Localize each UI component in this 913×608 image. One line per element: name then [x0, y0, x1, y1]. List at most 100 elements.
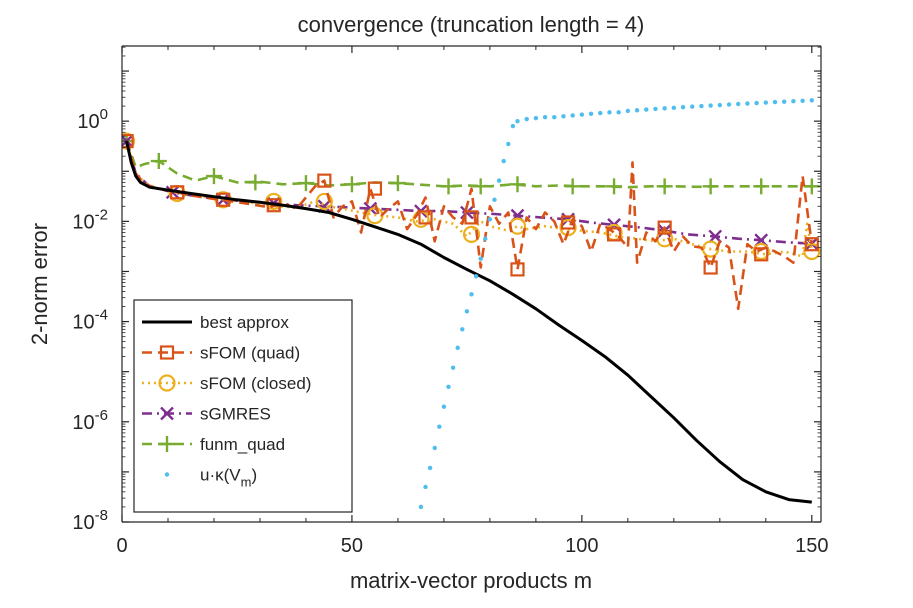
point-sfom_quad-8	[510, 262, 525, 277]
point-sgmres-1	[165, 185, 180, 200]
point-kappa-9	[460, 327, 465, 332]
point-funm_quad-5	[343, 176, 360, 193]
point-kappa-40	[690, 104, 695, 109]
point-kappa-29	[588, 111, 594, 117]
point-sfom_closed-0	[122, 132, 136, 150]
y-tick-label-2: 10-4	[72, 307, 108, 334]
series-line-sgmres	[125, 140, 812, 245]
point-funm_quad-10	[564, 178, 581, 195]
point-kappa-22	[524, 116, 529, 122]
legend-marker-sgmres	[160, 406, 174, 421]
x-tick-label-2: 100	[565, 535, 598, 557]
point-kappa-21	[515, 118, 520, 124]
legend-entry-sfom_quad: sFOM (quad)	[142, 344, 300, 363]
y-tick-label-3: 10-2	[72, 206, 108, 233]
point-kappa-42	[708, 103, 713, 108]
point-kappa-4	[437, 424, 442, 429]
point-kappa-1	[423, 484, 428, 490]
legend-label-kappa: u·κ(Vm)	[200, 466, 257, 490]
point-sfom_quad-14	[804, 237, 819, 252]
point-kappa-28	[579, 112, 585, 117]
legend-entry-kappa: u·κ(Vm)	[164, 466, 257, 490]
point-kappa-48	[763, 100, 769, 105]
point-kappa-52	[800, 98, 805, 103]
series-sfom_closed	[122, 132, 821, 261]
x-tick-label-3: 150	[795, 535, 828, 557]
point-sfom_quad-9	[560, 215, 576, 230]
point-kappa-16	[492, 197, 497, 202]
point-kappa-0	[418, 504, 424, 510]
point-funm_quad-13	[702, 178, 719, 195]
point-kappa-32	[616, 110, 621, 115]
point-kappa-7	[450, 365, 456, 370]
point-kappa-43	[717, 102, 723, 108]
point-kappa-26	[561, 114, 566, 119]
point-kappa-33	[625, 108, 631, 114]
point-sfom_quad-13	[754, 247, 769, 262]
legend-entry-funm_quad: funm_quad	[142, 435, 285, 454]
point-kappa-19	[506, 141, 511, 147]
legend-entry-sfom_closed: sFOM (closed)	[142, 374, 311, 393]
point-kappa-44	[726, 102, 732, 107]
point-kappa-14	[483, 236, 488, 241]
point-kappa-10	[464, 309, 470, 314]
legend-label-best: best approx	[200, 313, 289, 332]
series-funm_quad	[122, 133, 820, 195]
point-sfom_quad-11	[657, 220, 672, 235]
point-sfom_closed-3	[265, 192, 283, 211]
x-tick-label-1: 50	[341, 535, 363, 557]
point-kappa-6	[446, 384, 451, 389]
point-funm_quad-9	[509, 176, 526, 193]
legend-entry-sgmres: sGMRES	[142, 405, 271, 424]
point-sfom_quad-10	[606, 227, 622, 242]
point-kappa-30	[598, 110, 603, 116]
series-kappa	[418, 98, 815, 510]
y-axis-label: 2-norm error	[27, 223, 52, 345]
point-kappa-17	[496, 178, 502, 183]
chart-title: convergence (truncation length = 4)	[298, 12, 645, 37]
point-kappa-39	[680, 104, 686, 110]
point-kappa-41	[699, 103, 704, 109]
point-kappa-36	[653, 106, 658, 112]
point-kappa-12	[473, 274, 479, 279]
axes: 0 50 100 150 10-8 10-6 10-4 10-2 100	[72, 45, 828, 557]
legend-marker-sfom_quad	[159, 345, 175, 360]
series-best	[125, 140, 812, 504]
legend-label-sfom_closed: sFOM (closed)	[200, 374, 311, 393]
plot-area	[122, 98, 821, 510]
point-sfom_quad-5	[367, 181, 383, 196]
point-kappa-8	[455, 345, 460, 350]
point-kappa-27	[570, 113, 575, 118]
point-kappa-34	[634, 108, 640, 113]
point-sfom_closed-6	[412, 210, 430, 228]
point-funm_quad-11	[606, 178, 623, 195]
point-kappa-53	[809, 98, 815, 103]
point-kappa-5	[441, 404, 447, 409]
x-axis-label: matrix-vector products m	[350, 568, 592, 593]
point-funm_quad-7	[440, 178, 457, 195]
series-sfom_quad	[122, 133, 819, 311]
point-sfom_quad-4	[317, 173, 332, 188]
series-line-sfom_quad	[125, 140, 814, 311]
y-tick-label-4: 100	[77, 106, 108, 133]
legend-box	[133, 299, 353, 513]
legend-label-sfom_quad: sFOM (quad)	[200, 344, 300, 363]
point-funm_quad-3	[247, 174, 264, 191]
point-kappa-35	[644, 107, 649, 112]
point-kappa-46	[745, 101, 750, 106]
point-kappa-49	[772, 99, 778, 105]
x-tick-label-0: 0	[116, 535, 127, 557]
series-line-funm_quad	[125, 140, 812, 189]
point-funm_quad-8	[472, 178, 489, 195]
point-kappa-45	[736, 101, 741, 107]
point-kappa-23	[533, 115, 539, 121]
point-kappa-47	[754, 100, 759, 106]
point-kappa-13	[478, 256, 483, 261]
point-kappa-15	[487, 217, 493, 222]
point-funm_quad-2	[205, 168, 222, 185]
point-kappa-31	[607, 110, 612, 115]
point-kappa-18	[501, 158, 506, 164]
point-sfom_quad-6	[418, 210, 433, 225]
